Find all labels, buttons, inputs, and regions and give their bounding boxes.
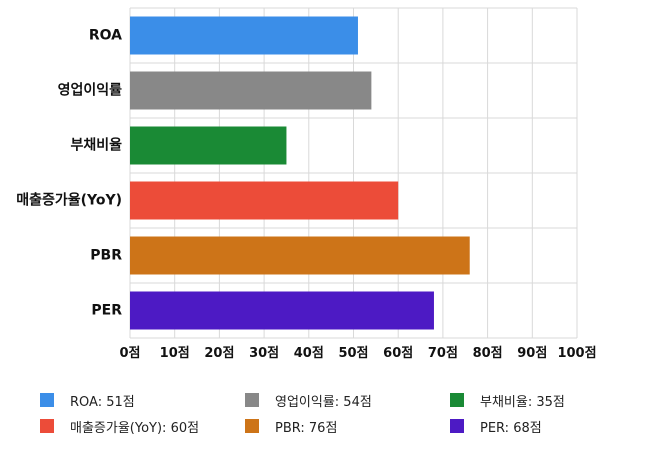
category-label: 부채비율 (70, 137, 122, 154)
bars-group (130, 16, 470, 330)
legend-item: 매출증가율(YoY): 60점 (40, 416, 199, 436)
x-tick-label: 90점 (517, 346, 547, 361)
legend-item: ROA: 51점 (40, 390, 135, 410)
legend-item: 부채비율: 35점 (450, 390, 565, 410)
legend-swatch (245, 419, 259, 433)
legend-swatch (450, 419, 464, 433)
legend-swatch (450, 393, 464, 407)
bar (130, 71, 372, 110)
x-tick-label: 10점 (160, 346, 190, 361)
bar (130, 291, 434, 330)
legend-label: ROA: 51점 (70, 394, 135, 410)
bar (130, 126, 287, 165)
legend-label: 매출증가율(YoY): 60점 (70, 420, 200, 436)
x-tick-label: 100점 (557, 346, 596, 361)
bar (130, 181, 399, 220)
legend-item: 영업이익률: 54점 (245, 390, 372, 410)
x-tick-label: 70점 (428, 346, 458, 361)
legend-label: PBR: 76점 (275, 420, 338, 436)
category-label: 매출증가율(YoY) (16, 192, 122, 209)
legend-item: PER: 68점 (450, 416, 542, 436)
category-label: 영업이익률 (58, 82, 123, 99)
x-tick-label: 0점 (119, 346, 140, 361)
x-tick-label: 50점 (338, 346, 368, 361)
x-tick-label: 20점 (204, 346, 234, 361)
category-label: ROA (89, 28, 122, 44)
legend-item: PBR: 76점 (245, 416, 337, 436)
bar (130, 236, 470, 275)
legend-swatch (40, 393, 54, 407)
x-tick-label: 80점 (473, 346, 503, 361)
legend-label: PER: 68점 (480, 420, 542, 436)
category-label: PBR (90, 248, 122, 264)
legend-label: 영업이익률: 54점 (275, 394, 372, 410)
bar (130, 16, 358, 55)
category-label: PER (91, 303, 122, 319)
grid-lines (129, 7, 578, 339)
legend-swatch (245, 393, 259, 407)
legend-label: 부채비율: 35점 (480, 394, 565, 410)
legend-swatch (40, 419, 54, 433)
x-tick-label: 40점 (294, 346, 324, 361)
x-tick-label: 60점 (383, 346, 413, 361)
x-tick-labels: 0점 10점 20점 30점 40점 50점 60점 70점 80점 90점 100점 (119, 346, 596, 361)
x-tick-label: 30점 (249, 346, 279, 361)
